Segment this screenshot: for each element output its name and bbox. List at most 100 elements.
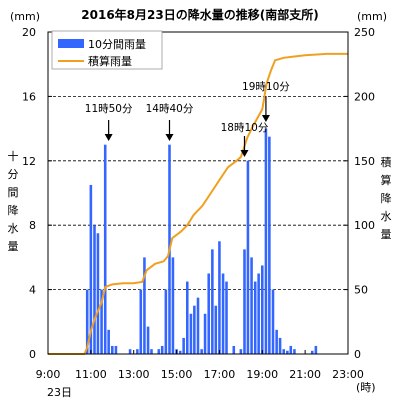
rain-bar [193, 305, 196, 354]
rain-bar [278, 337, 282, 354]
rain-bar [286, 350, 289, 354]
rain-bar [160, 345, 164, 354]
rain-bar [200, 349, 203, 354]
y-left-tick-label: 8 [29, 219, 36, 232]
x-axis-unit: (時) [356, 381, 376, 394]
axis-title-char: 分 [8, 168, 19, 181]
y-right-tick-label: 100 [354, 219, 375, 232]
rain-bar [271, 289, 275, 354]
annotations: 11時50分 14時40分 18時10分 19時10分 [85, 81, 290, 157]
annotation-arrow-head [240, 150, 249, 157]
rain-bar [282, 349, 285, 354]
axis-title-char: 算 [381, 173, 392, 187]
rain-bar [246, 160, 250, 354]
plot-frame [47, 31, 349, 355]
legend-line-label: 積算雨量 [88, 54, 132, 68]
chart-title: 2016年8月23日の降水量の推移(南部支所) [81, 7, 318, 22]
y-left-tick-label: 16 [22, 90, 36, 103]
annotation-label: 14時40分 [146, 103, 194, 115]
rain-bar [93, 225, 96, 354]
annotation-arrow-head [104, 134, 113, 141]
rain-bar [182, 337, 185, 354]
rain-bar [171, 257, 175, 354]
rain-bar [221, 273, 225, 354]
rain-bar [264, 128, 268, 354]
rain-bar [250, 257, 253, 354]
legend-bar-label: 10分間雨量 [88, 38, 146, 51]
right-axis-unit: (mm) [357, 10, 387, 23]
annotation-label: 18時10分 [221, 122, 269, 134]
rain-bar [146, 326, 150, 354]
rain-bar [111, 345, 114, 354]
rain-bar [178, 350, 182, 354]
rain-bar [310, 350, 314, 354]
annotation-label: 11時50分 [85, 103, 133, 115]
grid [48, 96, 348, 291]
rain-bar [186, 281, 189, 354]
x-tick-label: 23:00 [332, 368, 364, 381]
rain-bar [114, 345, 118, 354]
axis-title-char: 積 [381, 155, 392, 169]
bar-series [85, 128, 318, 354]
rain-bar [164, 289, 168, 354]
axis-title-char: 間 [8, 186, 19, 199]
annotation-arrow-head [261, 115, 270, 122]
axis-title-char: 水 [381, 210, 392, 223]
rain-bar [85, 289, 89, 354]
rain-bar [103, 144, 107, 354]
axis-title-char: 十 [8, 149, 19, 163]
rain-bar [89, 184, 93, 354]
rain-bar [107, 329, 110, 354]
date-label: 23日 [47, 386, 72, 399]
x-tick-label: 19:00 [246, 368, 278, 381]
y-left-tick-label: 4 [29, 284, 36, 297]
axis-title-char: 量 [8, 240, 19, 253]
rain-bar [218, 241, 221, 354]
legend: 10分間雨量 積算雨量 [51, 30, 163, 70]
y-right-tick-label: 200 [354, 90, 375, 103]
y-right-tick-label: 150 [354, 155, 375, 168]
rain-bar [232, 345, 236, 354]
rain-bar [261, 265, 264, 354]
rain-bar [293, 349, 296, 354]
rain-bar [225, 281, 228, 354]
legend-box [51, 30, 163, 70]
rain-bar [214, 305, 218, 354]
rain-bar [150, 349, 153, 354]
axis-title-char: 降 [381, 191, 392, 205]
rain-bar [196, 297, 200, 354]
y-right-tick-label: 250 [354, 26, 375, 39]
rain-bar [96, 233, 100, 354]
rain-bar [268, 136, 271, 354]
annotation-arrow-head [165, 134, 174, 141]
axis-title-char: 水 [8, 222, 19, 235]
rain-bar [139, 289, 143, 354]
rain-bar [157, 349, 161, 354]
rain-bar [314, 345, 318, 354]
rain-bar [207, 273, 210, 354]
y-right-tick-label: 0 [354, 348, 361, 361]
rain-bar [289, 345, 293, 354]
rain-bar [239, 349, 243, 354]
axis-title-char: 量 [381, 228, 392, 241]
rain-bar [128, 349, 132, 354]
x-tick-label: 13:00 [118, 368, 150, 381]
x-tick-label: 11:00 [75, 368, 107, 381]
line-series [48, 52, 348, 355]
rain-bar [275, 329, 278, 354]
y-left-tick-label: 12 [22, 155, 36, 168]
y-left-tick-label: 20 [22, 26, 36, 39]
x-tick-label: 15:00 [161, 368, 193, 381]
rain-bar [136, 349, 139, 354]
y-right-tick-label: 50 [354, 284, 368, 297]
rain-bar [257, 273, 260, 354]
rain-bar [253, 281, 257, 354]
rain-bar [189, 313, 193, 354]
left-axis-unit: (mm) [10, 10, 40, 23]
y-left-tick-label: 0 [29, 348, 36, 361]
rain-bar [100, 289, 103, 354]
rain-bar [211, 249, 214, 354]
